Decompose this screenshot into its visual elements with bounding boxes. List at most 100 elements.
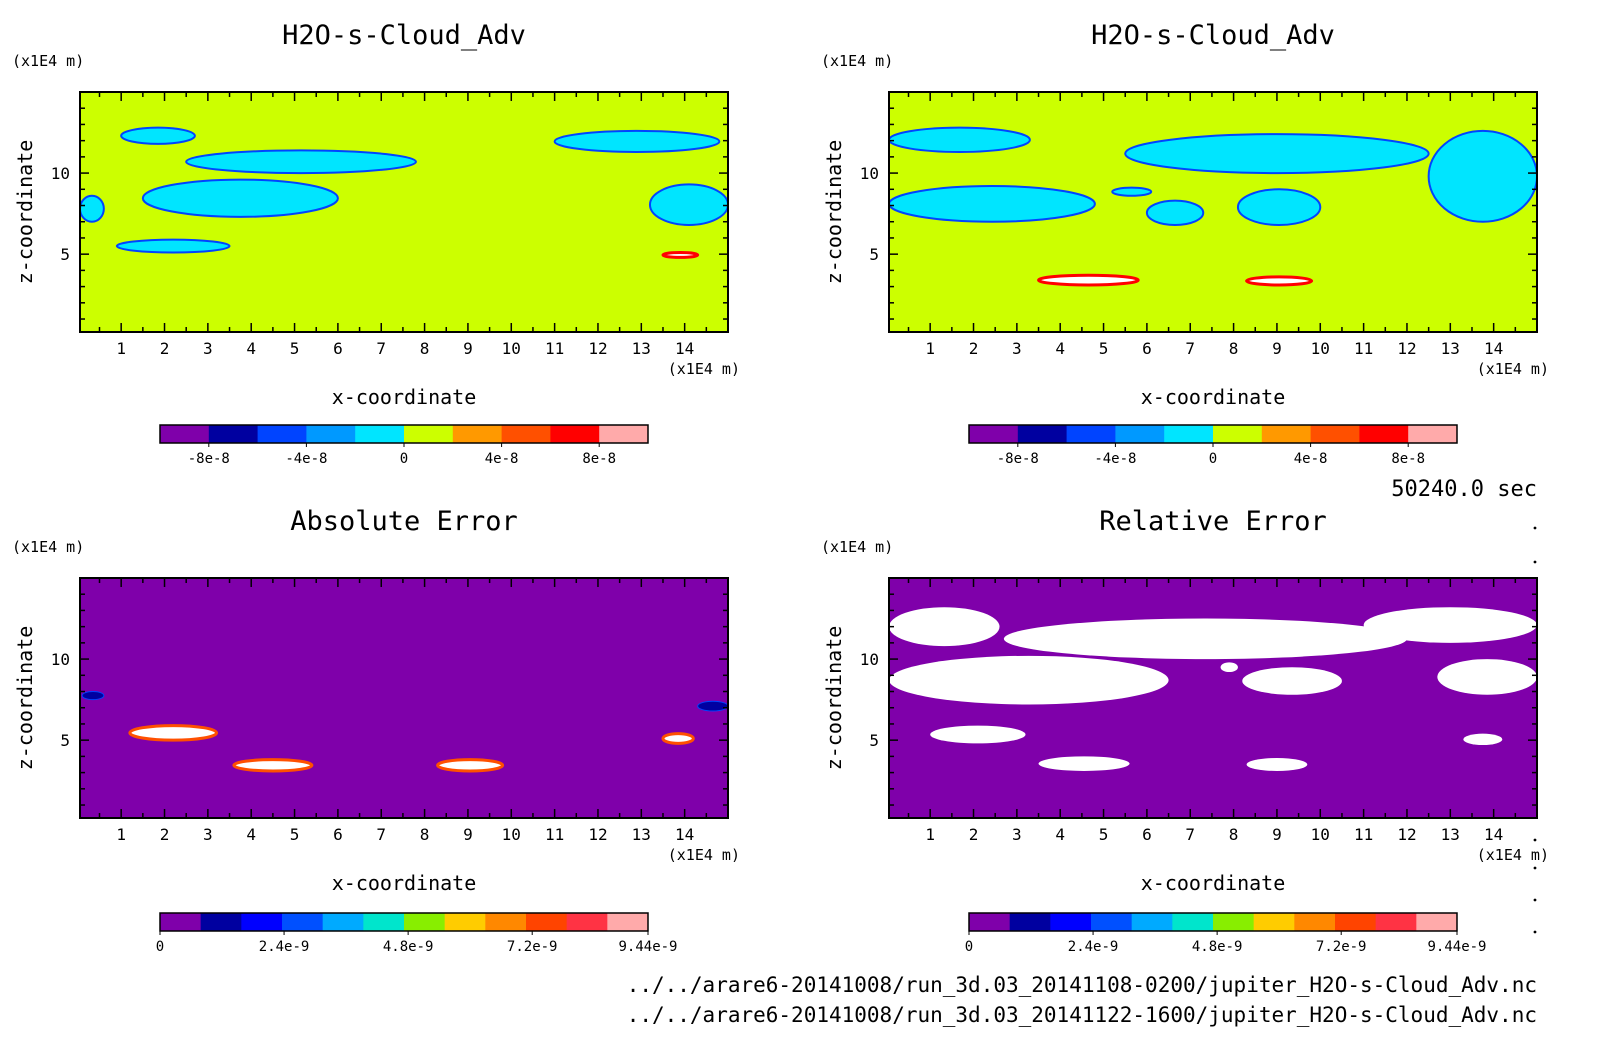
colorbar-tick-label: 4.8e-9 [1192,939,1243,955]
colorbar-swatch [322,913,364,931]
contour-feature [1463,733,1503,746]
y-axis-label: z-coordinate [822,140,846,285]
x-tick-label: 2 [160,825,170,844]
colorbar-swatch [1359,425,1409,443]
y-unit-label: (x1E4 m) [821,538,893,556]
contour-feature [128,724,219,742]
panel-4: Relative Error(x1E4 m)1 2 3 4 5 6 7 8 9 10 11 12 13 1… [821,506,1549,955]
contour-feature [553,129,721,153]
margin-dot [1533,526,1537,530]
plot-features [889,607,1537,771]
colorbar-swatch [1164,425,1214,443]
colorbar-swatch [1131,913,1173,931]
x-tick-label: 13 [632,825,651,844]
contour-feature [232,758,314,773]
colorbar-swatch [1213,913,1255,931]
time-label: 50240.0 sec [1391,477,1537,502]
contour-feature [889,655,1169,705]
colorbar-swatch [257,425,307,443]
contour-feature [930,725,1026,744]
colorbar: 0 2.4e-9 4.8e-9 7.2e-9 9.44e-9 [965,912,1487,955]
x-tick-label: 5 [290,825,300,844]
contour-feature [1038,756,1130,771]
x-tick-label: 4 [246,339,256,358]
colorbar-swatch [404,425,454,443]
contour-feature [1124,133,1430,175]
panel-title: H2O-s-Cloud_Adv [1091,20,1335,51]
x-tick-label: 6 [1142,825,1152,844]
x-tick-label: 7 [376,825,386,844]
colorbar-swatch [1261,425,1312,443]
colorbar-swatch [526,913,568,931]
x-tick-label: 14 [1484,339,1503,358]
colorbar-swatch [1408,425,1458,443]
panel-title: H2O-s-Cloud_Adv [282,20,526,51]
x-tick-label: 11 [1354,825,1373,844]
colorbar-swatch [607,913,649,931]
x-tick-label: 5 [1099,825,1109,844]
colorbar-swatch [1172,913,1214,931]
colorbar-swatch [1335,913,1377,931]
x-tick-label: 7 [376,339,386,358]
colorbar-swatch [1213,425,1263,443]
x-tick-label: 11 [545,825,564,844]
x-tick-label: 6 [1142,339,1152,358]
x-tick-label: 12 [1397,339,1416,358]
x-axis-label: x-coordinate [1141,385,1286,409]
x-tick-label: 7 [1185,825,1195,844]
contour-feature [661,251,700,259]
colorbar-swatch [452,425,503,443]
x-tick-label: 1 [925,339,935,358]
colorbar-tick-label: -8e-8 [997,451,1039,467]
colorbar-swatch [1115,425,1165,443]
y-tick-label: 5 [869,731,879,750]
x-tick-label: 6 [333,339,343,358]
colorbar-swatch [160,425,210,443]
x-tick-label: 3 [203,339,213,358]
colorbar-tick-label: 0 [965,939,973,955]
colorbar-swatch [1416,913,1458,931]
contour-feature [648,183,728,226]
plot-frame [888,91,1538,333]
x-tick-label: 5 [290,339,300,358]
x-unit-label: (x1E4 m) [668,360,740,378]
x-tick-label: 12 [588,825,607,844]
contour-feature [1242,667,1342,695]
contour-feature [115,238,231,254]
y-tick-label: 10 [51,164,70,183]
colorbar: -8e-8 -4e-8 0 4e-8 8e-8 [968,424,1458,467]
colorbar-tick-label: 4e-8 [485,451,519,467]
x-tick-label: 8 [420,825,430,844]
colorbar-swatch [1375,913,1417,931]
x-tick-label: 12 [588,339,607,358]
x-tick-label: 11 [1354,339,1373,358]
x-tick-label: 9 [1272,339,1282,358]
colorbar-swatch [969,425,1019,443]
colorbar-frame [159,912,649,932]
panel-title: Relative Error [1099,506,1327,537]
x-tick-label: 8 [1229,339,1239,358]
colorbar-swatch [566,913,608,931]
colorbar-tick-label: 8e-8 [1391,451,1425,467]
y-tick-label: 5 [60,245,70,264]
contour-feature [697,700,728,712]
x-unit-label: (x1E4 m) [1477,360,1549,378]
file-path: ../../arare6-20141008/run_3d.03_20141122… [627,1003,1537,1027]
colorbar-swatch [599,425,649,443]
x-tick-label: 1 [116,825,126,844]
x-axis-label: x-coordinate [332,385,477,409]
colorbar-swatch [355,425,405,443]
x-tick-label: 14 [1484,825,1503,844]
x-tick-label: 14 [675,825,694,844]
x-tick-label: 10 [1311,339,1330,358]
colorbar-swatch [208,425,259,443]
plot-frame [79,91,729,333]
plot-features [81,691,728,773]
x-tick-label: 10 [502,339,521,358]
colorbar-tick-label: 0 [1209,451,1217,467]
x-tick-label: 14 [675,339,694,358]
x-tick-label: 5 [1099,339,1109,358]
x-unit-label: (x1E4 m) [1477,846,1549,864]
colorbar-frame [968,912,1458,932]
contour-feature [1145,199,1205,226]
